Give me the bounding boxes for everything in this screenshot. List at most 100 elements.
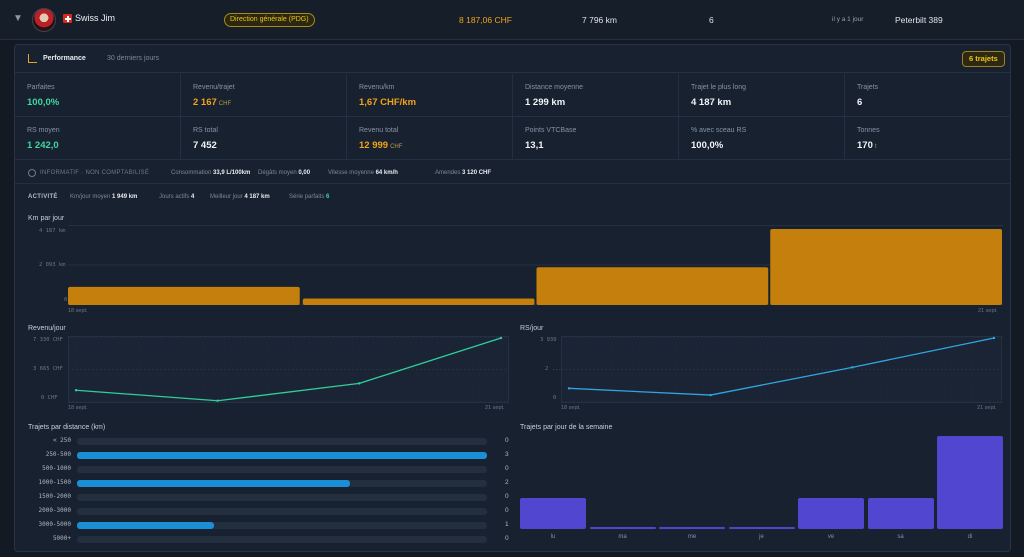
data-point[interactable] [992, 336, 996, 340]
distance-bar-track [77, 494, 487, 501]
weekday-bar[interactable] [659, 527, 725, 529]
stat-unit: CHF [390, 144, 403, 150]
stat-card: RS moyen 1 242,0 [15, 117, 181, 160]
driver-last-seen: il y a 1 jour [832, 16, 864, 23]
weekday-bar[interactable] [728, 527, 795, 529]
weekday-label: lu [550, 534, 556, 540]
stat-label: Revenu/trajet [193, 84, 235, 91]
driver-trips: 6 [709, 15, 714, 25]
data-point[interactable] [851, 366, 854, 369]
km-chart-ytick: 0 [64, 297, 68, 303]
km-bar[interactable] [68, 286, 300, 305]
activity-heading: ACTIVITÉ [28, 194, 58, 200]
info-item: Amendes 3 120 CHF [435, 170, 492, 176]
distance-bar[interactable] [77, 480, 351, 487]
stat-label: Points VTCBase [525, 127, 577, 134]
km-per-day-chart [68, 225, 1003, 305]
km-chart-xtick: 18 sept. [68, 308, 88, 314]
stat-card: Tonnes 170 t [845, 117, 1011, 160]
stat-label: RS total [193, 127, 218, 134]
activity-item: Jours actifs 4 [159, 194, 195, 200]
series-line [75, 337, 502, 402]
weekday-label: ma [618, 534, 627, 540]
stat-card: Trajet le plus long 4 187 km [679, 74, 845, 117]
weekday-label: di [967, 534, 973, 540]
stat-value: 1 242,0 [27, 140, 59, 151]
km-bar[interactable] [536, 267, 769, 305]
km-bar[interactable] [302, 298, 535, 305]
performance-panel: Performance 30 derniers jours 6 trajets … [14, 44, 1011, 552]
distance-bucket-label: 5000+ [52, 535, 71, 542]
revenue-per-day-chart [68, 336, 509, 403]
distance-bar-count: 0 [505, 535, 509, 542]
distance-bar[interactable] [77, 452, 487, 459]
revenue-chart-ytick: 7 330 CHF [33, 337, 63, 343]
rs-chart-ytick: 2 ... [545, 366, 562, 372]
activity-row: ACTIVITÉ Km/jour moyen 1 949 km Jours ac… [15, 190, 1010, 206]
weekday-label: je [759, 534, 764, 540]
stat-card: Parfaites 100,0% [15, 74, 181, 117]
stat-label: Parfaites [27, 84, 55, 91]
km-bar[interactable] [770, 229, 1002, 305]
stat-card: Distance moyenne 1 299 km [513, 74, 679, 117]
stat-value: 7 452 [193, 140, 217, 151]
driver-name[interactable]: Swiss Jim [75, 13, 115, 23]
stat-label: Tonnes [857, 127, 880, 134]
performance-header: Performance 30 derniers jours 6 trajets [15, 45, 1010, 73]
km-chart-xtick: 21 sept. [978, 308, 998, 314]
stat-card: Revenu/trajet 2 167 CHF [181, 74, 347, 117]
revenue-chart-xtick: 21 sept. [485, 405, 505, 411]
distance-bucket-label: 3000-5000 [38, 521, 71, 528]
distance-bucket-label: 1000-1500 [38, 479, 71, 486]
activity-item: Meilleur jour 4 187 km [210, 194, 270, 200]
stat-card: % avec sceau RS 100,0% [679, 117, 845, 160]
weekday-label: ve [827, 534, 835, 540]
info-row: INFORMATIF · NON COMPTABILISÉ Consommati… [15, 162, 1010, 184]
weekday-bar[interactable] [520, 498, 586, 529]
revenue-chart-title: Revenu/jour [28, 325, 66, 332]
data-point[interactable] [709, 393, 712, 397]
rs-chart-ytick: 3 930 [540, 337, 557, 343]
stat-value: 1,67 CHF/km [359, 97, 417, 108]
data-point[interactable] [358, 382, 361, 385]
distance-bar-track [77, 522, 487, 529]
driver-row[interactable]: ▼ Swiss Jim Direction générale (PDG) 8 1… [0, 0, 1024, 40]
km-chart-title: Km par jour [28, 215, 65, 222]
data-point[interactable] [74, 389, 78, 392]
weekday-bar[interactable] [798, 498, 864, 529]
stat-value: 6 [857, 97, 863, 108]
weekday-bar[interactable] [937, 436, 1003, 529]
rs-per-day-chart [561, 336, 1002, 403]
swiss-flag-icon [63, 14, 72, 23]
distance-bar-count: 0 [505, 437, 509, 444]
series-line [568, 337, 995, 396]
chevron-down-icon[interactable]: ▼ [13, 13, 23, 24]
weekday-label: sa [897, 534, 904, 540]
stat-value: 13,1 [525, 140, 544, 151]
stat-value: 1 299 km [525, 97, 566, 108]
distance-bar-count: 0 [505, 507, 509, 514]
info-item: Vitesse moyenne 64 km/h [328, 170, 398, 176]
stat-value: 2 167 CHF [193, 97, 232, 108]
data-point[interactable] [216, 399, 219, 402]
stat-card: RS total 7 452 [181, 117, 347, 160]
revenue-chart-xtick: 18 sept. [68, 405, 88, 411]
distance-bar-count: 1 [505, 521, 509, 528]
distance-bar[interactable] [77, 522, 214, 529]
rs-chart-title: RS/jour [520, 325, 544, 332]
data-point[interactable] [499, 336, 503, 340]
rs-chart-xtick: 18 sept. [561, 405, 581, 411]
driver-revenue: 8 187,06 CHF [459, 15, 512, 25]
distance-bucket-label: < 250 [52, 437, 71, 444]
distance-bar-count: 2 [505, 479, 509, 486]
stat-card: Points VTCBase 13,1 [513, 117, 679, 160]
data-point[interactable] [567, 387, 571, 390]
driver-truck: Peterbilt 389 [895, 15, 943, 25]
weekday-bar[interactable] [867, 498, 934, 529]
distance-bar-track [77, 452, 487, 459]
stat-card: Revenu total 12 999 CHF [347, 117, 513, 160]
activity-item: Km/jour moyen 1 949 km [70, 194, 138, 200]
trips-count-badge: 6 trajets [962, 51, 1005, 67]
weekday-bar[interactable] [589, 527, 656, 529]
